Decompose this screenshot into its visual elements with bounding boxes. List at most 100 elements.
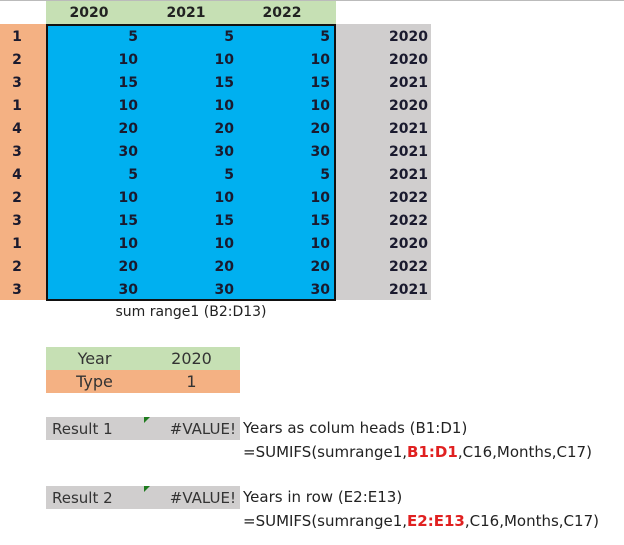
table-row: 2 10 10 10 2020 [0, 48, 431, 71]
value-cell[interactable]: 10 [310, 98, 330, 114]
result-label: Result 2 [52, 489, 113, 507]
value-cell[interactable]: 30 [310, 282, 330, 298]
type-cell[interactable]: 4 [12, 121, 22, 137]
value-cell[interactable]: 5 [128, 167, 138, 183]
result-1-note: Years as colum heads (B1:D1) [243, 419, 468, 437]
table-row: 3 30 30 30 2021 [0, 278, 431, 301]
year-cell[interactable]: 2022 [389, 213, 428, 229]
result-value[interactable]: #VALUE! [169, 420, 236, 438]
value-cell[interactable]: 20 [118, 121, 138, 137]
value-cell[interactable]: 5 [320, 167, 330, 183]
result-2-note: Years in row (E2:E13) [243, 488, 403, 506]
type-criteria-row: Type 1 [46, 370, 240, 393]
header-cell[interactable]: 2020 [69, 5, 109, 21]
year-cell[interactable]: 2020 [389, 98, 428, 114]
type-cell[interactable]: 2 [12, 52, 22, 68]
type-cell[interactable]: 1 [12, 98, 22, 114]
table-row: 3 15 15 15 2022 [0, 209, 431, 232]
table-row: 1 10 10 10 2020 [0, 94, 431, 117]
type-cell[interactable]: 3 [12, 144, 22, 160]
value-cell[interactable]: 30 [118, 144, 138, 160]
year-cell[interactable]: 2021 [389, 167, 428, 183]
formula-highlight: B1:D1 [407, 443, 458, 461]
value-cell[interactable]: 15 [214, 213, 234, 229]
value-cell[interactable]: 10 [310, 190, 330, 206]
value-cell[interactable]: 5 [320, 29, 330, 45]
result-1-formula: =SUMIFS(sumrange1,B1:D1,C16,Months,C17) [243, 443, 592, 461]
value-cell[interactable]: 15 [310, 75, 330, 91]
value-cell[interactable]: 5 [224, 167, 234, 183]
error-indicator-icon[interactable] [144, 486, 150, 492]
type-cell[interactable]: 2 [12, 190, 22, 206]
value-cell[interactable]: 15 [118, 75, 138, 91]
year-value[interactable]: 2020 [171, 349, 212, 368]
value-cell[interactable]: 10 [214, 190, 234, 206]
type-cell[interactable]: 3 [12, 282, 22, 298]
year-cell[interactable]: 2022 [389, 259, 428, 275]
value-cell[interactable]: 20 [214, 259, 234, 275]
formula-text: ,C16,Months,C17) [464, 512, 599, 530]
type-column [0, 24, 46, 300]
year-header-row: 2020 2021 2022 [46, 1, 336, 24]
table-row: 4 20 20 20 2021 [0, 117, 431, 140]
value-cell[interactable]: 5 [128, 29, 138, 45]
type-value[interactable]: 1 [186, 372, 197, 391]
formula-text: =SUMIFS(sumrange1, [243, 512, 408, 530]
year-cell[interactable]: 2021 [389, 121, 428, 137]
year-cell[interactable]: 2020 [389, 236, 428, 252]
value-cell[interactable]: 10 [310, 52, 330, 68]
value-cell[interactable]: 30 [310, 144, 330, 160]
year-cell[interactable]: 2020 [389, 52, 428, 68]
year-cell[interactable]: 2021 [389, 75, 428, 91]
type-cell[interactable]: 3 [12, 75, 22, 91]
divider [0, 0, 624, 1]
value-cell[interactable]: 15 [214, 75, 234, 91]
value-cell[interactable]: 15 [310, 213, 330, 229]
value-cell[interactable]: 10 [118, 52, 138, 68]
value-cell[interactable]: 10 [214, 98, 234, 114]
type-cell[interactable]: 1 [12, 236, 22, 252]
formula-highlight: E2:E13 [407, 512, 465, 530]
value-cell[interactable]: 30 [118, 282, 138, 298]
formula-text: =SUMIFS(sumrange1, [243, 443, 408, 461]
type-cell[interactable]: 2 [12, 259, 22, 275]
value-cell[interactable]: 10 [118, 236, 138, 252]
result-2-formula: =SUMIFS(sumrange1,E2:E13,C16,Months,C17) [243, 512, 599, 530]
sum-range-caption: sum range1 (B2:D13) [115, 304, 267, 320]
value-cell[interactable]: 10 [118, 98, 138, 114]
error-indicator-icon[interactable] [144, 417, 150, 423]
value-cell[interactable]: 10 [310, 236, 330, 252]
header-cell[interactable]: 2021 [166, 5, 206, 21]
type-label: Type [76, 372, 113, 391]
value-cell[interactable]: 20 [214, 121, 234, 137]
year-cell[interactable]: 2022 [389, 190, 428, 206]
value-cell[interactable]: 20 [310, 259, 330, 275]
value-cell[interactable]: 15 [118, 213, 138, 229]
value-cell[interactable]: 20 [310, 121, 330, 137]
result-2-row: Result 2 #VALUE! [46, 486, 240, 509]
year-cell[interactable]: 2021 [389, 282, 428, 298]
header-cell[interactable]: 2022 [262, 5, 302, 21]
formula-text: ,C16,Months,C17) [457, 443, 592, 461]
type-cell[interactable]: 3 [12, 213, 22, 229]
table-row: 2 10 10 10 2022 [0, 186, 431, 209]
value-cell[interactable]: 30 [214, 144, 234, 160]
value-cell[interactable]: 10 [118, 190, 138, 206]
value-cell[interactable]: 20 [118, 259, 138, 275]
type-cell[interactable]: 4 [12, 167, 22, 183]
value-cell[interactable]: 10 [214, 236, 234, 252]
table-row: 2 20 20 20 2022 [0, 255, 431, 278]
year-label: Year [77, 349, 112, 368]
result-value[interactable]: #VALUE! [169, 489, 236, 507]
sum-range [46, 24, 336, 301]
type-cell[interactable]: 1 [12, 29, 22, 45]
table-row: 1 10 10 10 2020 [0, 232, 431, 255]
table-row: 4 5 5 5 2021 [0, 163, 431, 186]
year-cell[interactable]: 2020 [389, 29, 428, 45]
value-cell[interactable]: 10 [214, 52, 234, 68]
year-cell[interactable]: 2021 [389, 144, 428, 160]
result-label: Result 1 [52, 420, 113, 438]
value-cell[interactable]: 30 [214, 282, 234, 298]
value-cell[interactable]: 5 [224, 29, 234, 45]
